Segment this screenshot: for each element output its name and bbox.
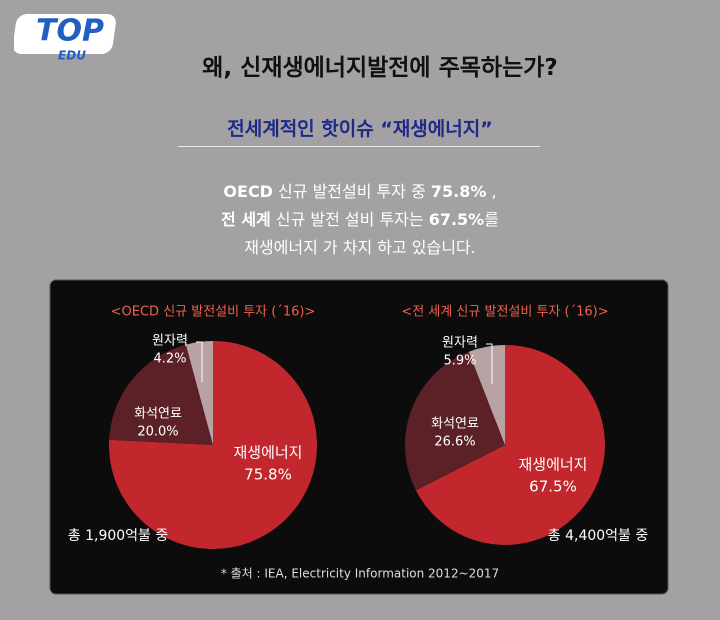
body-segment: 75.8% <box>430 182 487 201</box>
slice-value: 20.0% <box>137 425 178 440</box>
logo-bg <box>14 14 116 54</box>
body-segment: 신규 발전설비 투자 중 <box>272 182 431 201</box>
slice-label: 재생에너지 <box>233 444 302 462</box>
slice-value: 4.2% <box>153 352 186 367</box>
pie-slice <box>405 351 505 491</box>
chart-title: <OECD 신규 발전설비 투자 (´16)> <box>111 305 316 320</box>
pie-slice <box>415 345 605 545</box>
pie-slice <box>109 344 213 445</box>
slice-label: 화석연료 <box>431 417 479 432</box>
slice-value: 75.8% <box>244 466 292 484</box>
pie-slice <box>468 345 505 445</box>
body-segment: 전 세계 <box>221 210 271 229</box>
body-text: OECD 신규 발전설비 투자 중 75.8% ,전 세계 신규 발전 설비 투… <box>100 178 620 262</box>
body-segment: 67.5% <box>428 210 485 229</box>
logo-sub: EDU <box>58 49 86 63</box>
leader-line <box>486 343 493 384</box>
slice-label: 원자력 <box>152 334 188 349</box>
body-line: 전 세계 신규 발전 설비 투자는 67.5%를 <box>100 206 620 234</box>
body-segment: 신규 발전 설비 투자는 <box>270 210 429 229</box>
slice-value: 5.9% <box>443 354 476 369</box>
body-segment: 재생에너지 가 차지 하고 있습니다. <box>244 238 476 257</box>
chart-title: <전 세계 신규 발전설비 투자 (´16)> <box>401 305 608 320</box>
title: 왜, 신재생에너지발전에 주목하는가? <box>202 55 558 81</box>
body-line: 재생에너지 가 차지 하고 있습니다. <box>100 234 620 262</box>
chart-note: 총 1,900억불 중 <box>68 528 169 544</box>
slice-value: 26.6% <box>434 435 475 450</box>
body-line: OECD 신규 발전설비 투자 중 75.8% , <box>100 178 620 206</box>
logo-main: TOP <box>36 14 104 49</box>
body-segment: 를 <box>484 210 499 229</box>
body-segment: OECD <box>223 182 273 201</box>
body-segment: , <box>486 182 497 201</box>
slice-label: 화석연료 <box>134 407 182 422</box>
leader-line <box>196 341 203 382</box>
slice-label: 재생에너지 <box>518 456 587 474</box>
chart-note: 총 4,400억불 중 <box>548 528 649 544</box>
source: * 출처 : IEA, Electricity Information 2012… <box>221 567 499 581</box>
slice-label: 원자력 <box>442 336 478 351</box>
pie-slice <box>185 341 213 445</box>
divider <box>178 146 540 147</box>
subtitle: 전세계적인 핫이슈 “재생에너지” <box>227 118 493 140</box>
slice-value: 67.5% <box>529 478 577 496</box>
logo: TOP EDU <box>14 14 116 63</box>
